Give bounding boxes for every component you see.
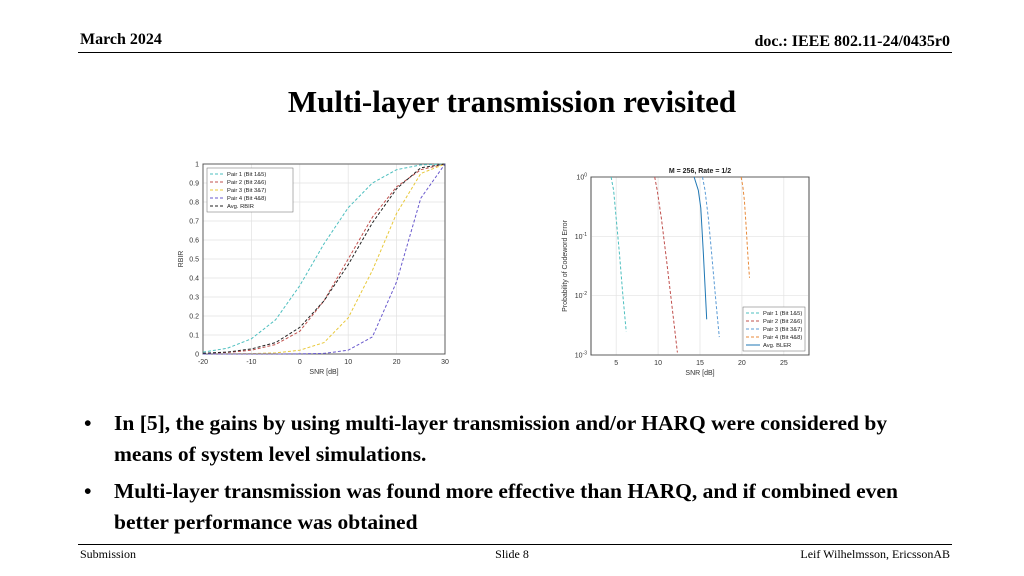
bullet-dot: • xyxy=(84,479,92,503)
y-tick-exponent: -2 xyxy=(583,291,588,297)
legend-label: Pair 3 (Bit 3&7) xyxy=(227,188,266,194)
y-tick-label: 0.4 xyxy=(189,276,199,283)
x-tick-label: -20 xyxy=(198,359,208,366)
x-tick-label: 5 xyxy=(614,360,618,367)
legend-label: Pair 1 (Bit 1&5) xyxy=(227,172,266,178)
bullet-text: In [5], the gains by using multi-layer t… xyxy=(114,411,888,466)
legend-label: Pair 4 (Bit 4&8) xyxy=(763,335,802,341)
y-tick-label: 0.9 xyxy=(189,181,199,188)
y-tick-label: 0 xyxy=(195,352,199,359)
legend-label: Pair 2 (Bit 2&6) xyxy=(227,180,266,186)
y-tick-label: 0.8 xyxy=(189,200,199,207)
bullet-text: Multi-layer transmission was found more … xyxy=(114,479,898,534)
series-line xyxy=(203,163,446,355)
series-line xyxy=(693,176,708,320)
series-line xyxy=(740,176,750,278)
y-tick-label: 0.1 xyxy=(189,333,199,340)
series-line xyxy=(202,163,446,353)
legend-label: Pair 2 (Bit 2&6) xyxy=(763,319,802,325)
y-tick-exponent: -1 xyxy=(583,232,588,238)
header-date: March 2024 xyxy=(80,31,162,48)
x-tick-label: 25 xyxy=(780,360,788,367)
chart-title: M = 256, Rate = 1/2 xyxy=(669,168,731,175)
y-tick-label: 0.2 xyxy=(189,314,199,321)
rbir-chart: -20 -10 0 10 20 30 0 0.1 0.2 0.3 0.4 0.5 0.6 0.7 0.8 0.… xyxy=(178,162,449,377)
y-tick-label: 10-3 xyxy=(575,351,587,360)
legend-label: Pair 3 (Bit 3&7) xyxy=(763,327,802,333)
plot-frame xyxy=(590,176,810,356)
bullet-item: • In [5], the gains by using multi-layer … xyxy=(82,408,902,470)
footer-submission: Submission xyxy=(80,547,137,561)
y-tick-label: 1 xyxy=(195,162,199,169)
footer-rule xyxy=(78,544,952,545)
footer-author: Leif Wilhelmsson, EricssonAB xyxy=(800,547,950,561)
plot-frame xyxy=(202,163,446,355)
y-tick-label: 0.3 xyxy=(189,295,199,302)
x-tick-label: 10 xyxy=(344,359,352,366)
x-tick-label: 30 xyxy=(441,359,449,366)
y-tick-exponent: 0 xyxy=(584,173,587,179)
x-axis-label: SNR [dB] xyxy=(685,370,714,377)
series-line xyxy=(654,176,678,353)
header-rule xyxy=(78,52,952,53)
y-tick-label: 0.5 xyxy=(189,257,199,264)
bullet-list: • In [5], the gains by using multi-layer … xyxy=(82,408,902,544)
legend-label: Pair 4 (Bit 4&8) xyxy=(227,196,266,202)
y-tick-exponent: -3 xyxy=(583,351,588,357)
bullet-item: • Multi-layer transmission was found more… xyxy=(82,476,902,538)
series-line xyxy=(610,176,627,332)
slide-title: Multi-layer transmission revisited xyxy=(287,84,737,119)
x-axis-label: SNR [dB] xyxy=(309,369,338,376)
y-tick-label: 10-2 xyxy=(575,291,587,300)
x-tick-label: 20 xyxy=(738,360,746,367)
y-tick-label: 100 xyxy=(576,173,587,182)
x-tick-label: 15 xyxy=(696,360,704,367)
legend-label: Avg. BLER xyxy=(763,343,791,349)
series-line xyxy=(702,176,720,338)
footer-slide-number: Slide 8 xyxy=(495,547,529,561)
series-line xyxy=(202,163,446,354)
series-line xyxy=(202,163,446,355)
y-tick-label: 0.6 xyxy=(189,238,199,245)
legend-label: Pair 1 (Bit 1&5) xyxy=(763,311,802,317)
y-tick-label: 10-1 xyxy=(575,232,587,241)
bler-chart: 5 10 15 20 25 100 10-1 10-2 10-3 SNR [dB] Probabil… xyxy=(562,168,810,377)
x-tick-label: 10 xyxy=(654,360,662,367)
header-doc-id: doc.: IEEE 802.11-24/0435r0 xyxy=(754,33,950,50)
bullet-dot: • xyxy=(84,411,92,435)
y-axis-label: Probability of Codeword Error xyxy=(562,219,569,311)
x-tick-label: -10 xyxy=(246,359,256,366)
x-tick-label: 0 xyxy=(298,359,302,366)
legend-label: Avg. RBIR xyxy=(227,204,254,210)
y-axis-label: RBIR xyxy=(178,251,185,268)
y-tick-label: 0.7 xyxy=(189,219,199,226)
x-tick-label: 20 xyxy=(393,359,401,366)
